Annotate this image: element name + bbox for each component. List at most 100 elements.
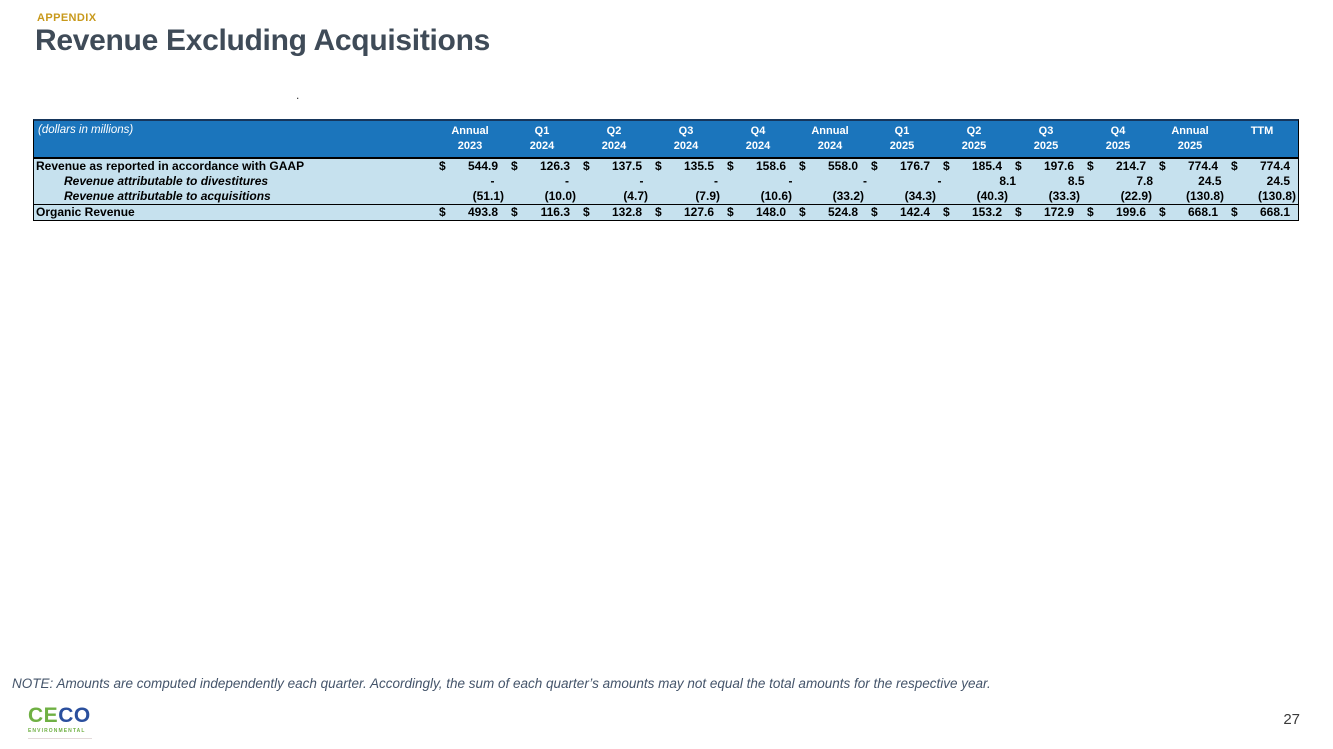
column-header-q4-2024: Q4 2024 [722, 121, 794, 157]
logo-wordmark-blue: CO [58, 704, 91, 727]
column-header-ttm: TTM [1226, 121, 1298, 157]
cell-value: 135.5 [683, 159, 714, 173]
cell-value: (22.9) [1120, 189, 1152, 203]
column-header-line1: Q3 [678, 125, 694, 137]
cell-value: 148.0 [755, 205, 786, 219]
cell-organic: $199.6 [1082, 205, 1154, 220]
column-header-q1-2024: Q1 2024 [506, 121, 578, 157]
cell-divestitures: 7.8 [1093, 174, 1162, 189]
cell-organic: $493.8 [434, 205, 506, 220]
cell-value: 199.6 [1115, 205, 1146, 219]
table-caption: (dollars in millions) [38, 124, 134, 136]
cell-value: 493.8 [467, 205, 498, 219]
column-header-line1: Q3 [1038, 125, 1054, 137]
cell-divestitures: - [658, 174, 733, 189]
cell-organic: $142.4 [866, 205, 938, 220]
column-header-q2-2024: Q2 2024 [578, 121, 650, 157]
cell-acquisitions: (51.1) [434, 189, 506, 204]
dollar-sign: $ [583, 205, 590, 219]
cell-divestitures: 24.5 [1230, 174, 1299, 189]
cell-gaap: $185.4 [938, 159, 1010, 174]
column-header-line2: 2025 [1105, 140, 1131, 152]
cell-value: (33.2) [832, 189, 864, 203]
cell-acquisitions: (4.7) [578, 189, 650, 204]
dollar-sign: $ [1159, 159, 1166, 173]
column-header-q4-2025: Q4 2025 [1082, 121, 1154, 157]
column-header-line2: 2024 [673, 140, 699, 152]
row-label-gaap: Revenue as reported in accordance with G… [36, 159, 305, 173]
cell-value: (40.3) [976, 189, 1008, 203]
column-header-line2: 2025 [961, 140, 987, 152]
cell-gaap: $544.9 [434, 159, 506, 174]
cell-organic: $132.8 [578, 205, 650, 220]
cell-value: 137.5 [611, 159, 642, 173]
cell-divestitures: 24.5 [1161, 174, 1230, 189]
dollar-sign: $ [799, 205, 806, 219]
cell-value: 558.0 [827, 159, 858, 173]
cell-divestitures: - [583, 174, 658, 189]
dollar-sign: $ [655, 159, 662, 173]
cell-value: 176.7 [899, 159, 930, 173]
cell-value: 116.3 [540, 205, 570, 219]
dollar-sign: $ [871, 205, 878, 219]
cell-acquisitions: (40.3) [938, 189, 1010, 204]
cell-gaap: $158.6 [722, 159, 794, 174]
stray-period-mark: . [296, 88, 300, 102]
column-header-line2: 2025 [1177, 140, 1203, 152]
column-header-annual-2024: Annual 2024 [794, 121, 866, 157]
cell-value: (10.6) [760, 189, 792, 203]
cell-value: - [937, 174, 942, 188]
table-row-gaap: Revenue as reported in accordance with G… [34, 159, 1298, 174]
dollar-sign: $ [943, 159, 950, 173]
table-row-organic: Organic Revenue $493.8 $116.3 $132.8 $127.6 $… [34, 204, 1298, 220]
logo-tagline: ENVIRONMENTAL [28, 728, 86, 734]
cell-organic: $668.1 [1226, 205, 1298, 220]
ceco-environmental-logo: CECO ENVIRONMENTAL [28, 705, 98, 739]
column-header-annual-2025: Annual 2025 [1154, 121, 1226, 157]
column-header-annual-2023: Annual 2023 [434, 121, 506, 157]
dollar-sign: $ [1231, 205, 1238, 219]
dollar-sign: $ [511, 205, 518, 219]
dollar-sign: $ [1231, 159, 1238, 173]
cell-gaap: $135.5 [650, 159, 722, 174]
cell-value: (130.8) [1257, 189, 1296, 203]
cell-gaap: $176.7 [866, 159, 938, 174]
row-label-organic: Organic Revenue [36, 205, 135, 219]
dollar-sign: $ [1015, 159, 1022, 173]
dollar-sign: $ [1087, 159, 1094, 173]
cell-acquisitions: (130.8) [1226, 189, 1298, 204]
cell-value: 544.9 [467, 159, 498, 173]
cell-value: (10.0) [544, 189, 576, 203]
cell-divestitures: - [434, 174, 509, 189]
cell-value: 774.4 [1187, 159, 1218, 173]
cell-divestitures: - [807, 174, 882, 189]
dollar-sign: $ [727, 205, 734, 219]
table-row-divestitures: Revenue attributable to divestitures - - - -… [34, 174, 1298, 189]
cell-value: - [714, 174, 718, 188]
cell-organic: $172.9 [1010, 205, 1082, 220]
cell-acquisitions: (10.6) [722, 189, 794, 204]
cell-value: 142.4 [899, 205, 930, 219]
page-number: 27 [1283, 711, 1300, 728]
column-header-line1: Annual [811, 125, 849, 137]
appendix-label: APPENDIX [37, 12, 97, 24]
cell-value: 158.6 [755, 159, 786, 173]
column-header-line1: Annual [451, 125, 489, 137]
cell-value: 153.2 [971, 205, 1002, 219]
cell-gaap: $774.4 [1226, 159, 1298, 174]
cell-divestitures: 8.5 [1024, 174, 1093, 189]
column-header-line2: 2023 [457, 140, 483, 152]
cell-value: 668.1 [1187, 205, 1218, 219]
column-header-line2: 2024 [601, 140, 627, 152]
logo-wordmark-green: CE [28, 704, 59, 727]
cell-acquisitions: (33.3) [1010, 189, 1082, 204]
cell-value: 185.4 [971, 159, 1002, 173]
dollar-sign: $ [943, 205, 950, 219]
cell-value: (7.9) [695, 189, 720, 203]
dollar-sign: $ [871, 159, 878, 173]
cell-organic: $524.8 [794, 205, 866, 220]
cell-gaap: $137.5 [578, 159, 650, 174]
dollar-sign: $ [439, 205, 446, 219]
cell-value: (34.3) [904, 189, 936, 203]
